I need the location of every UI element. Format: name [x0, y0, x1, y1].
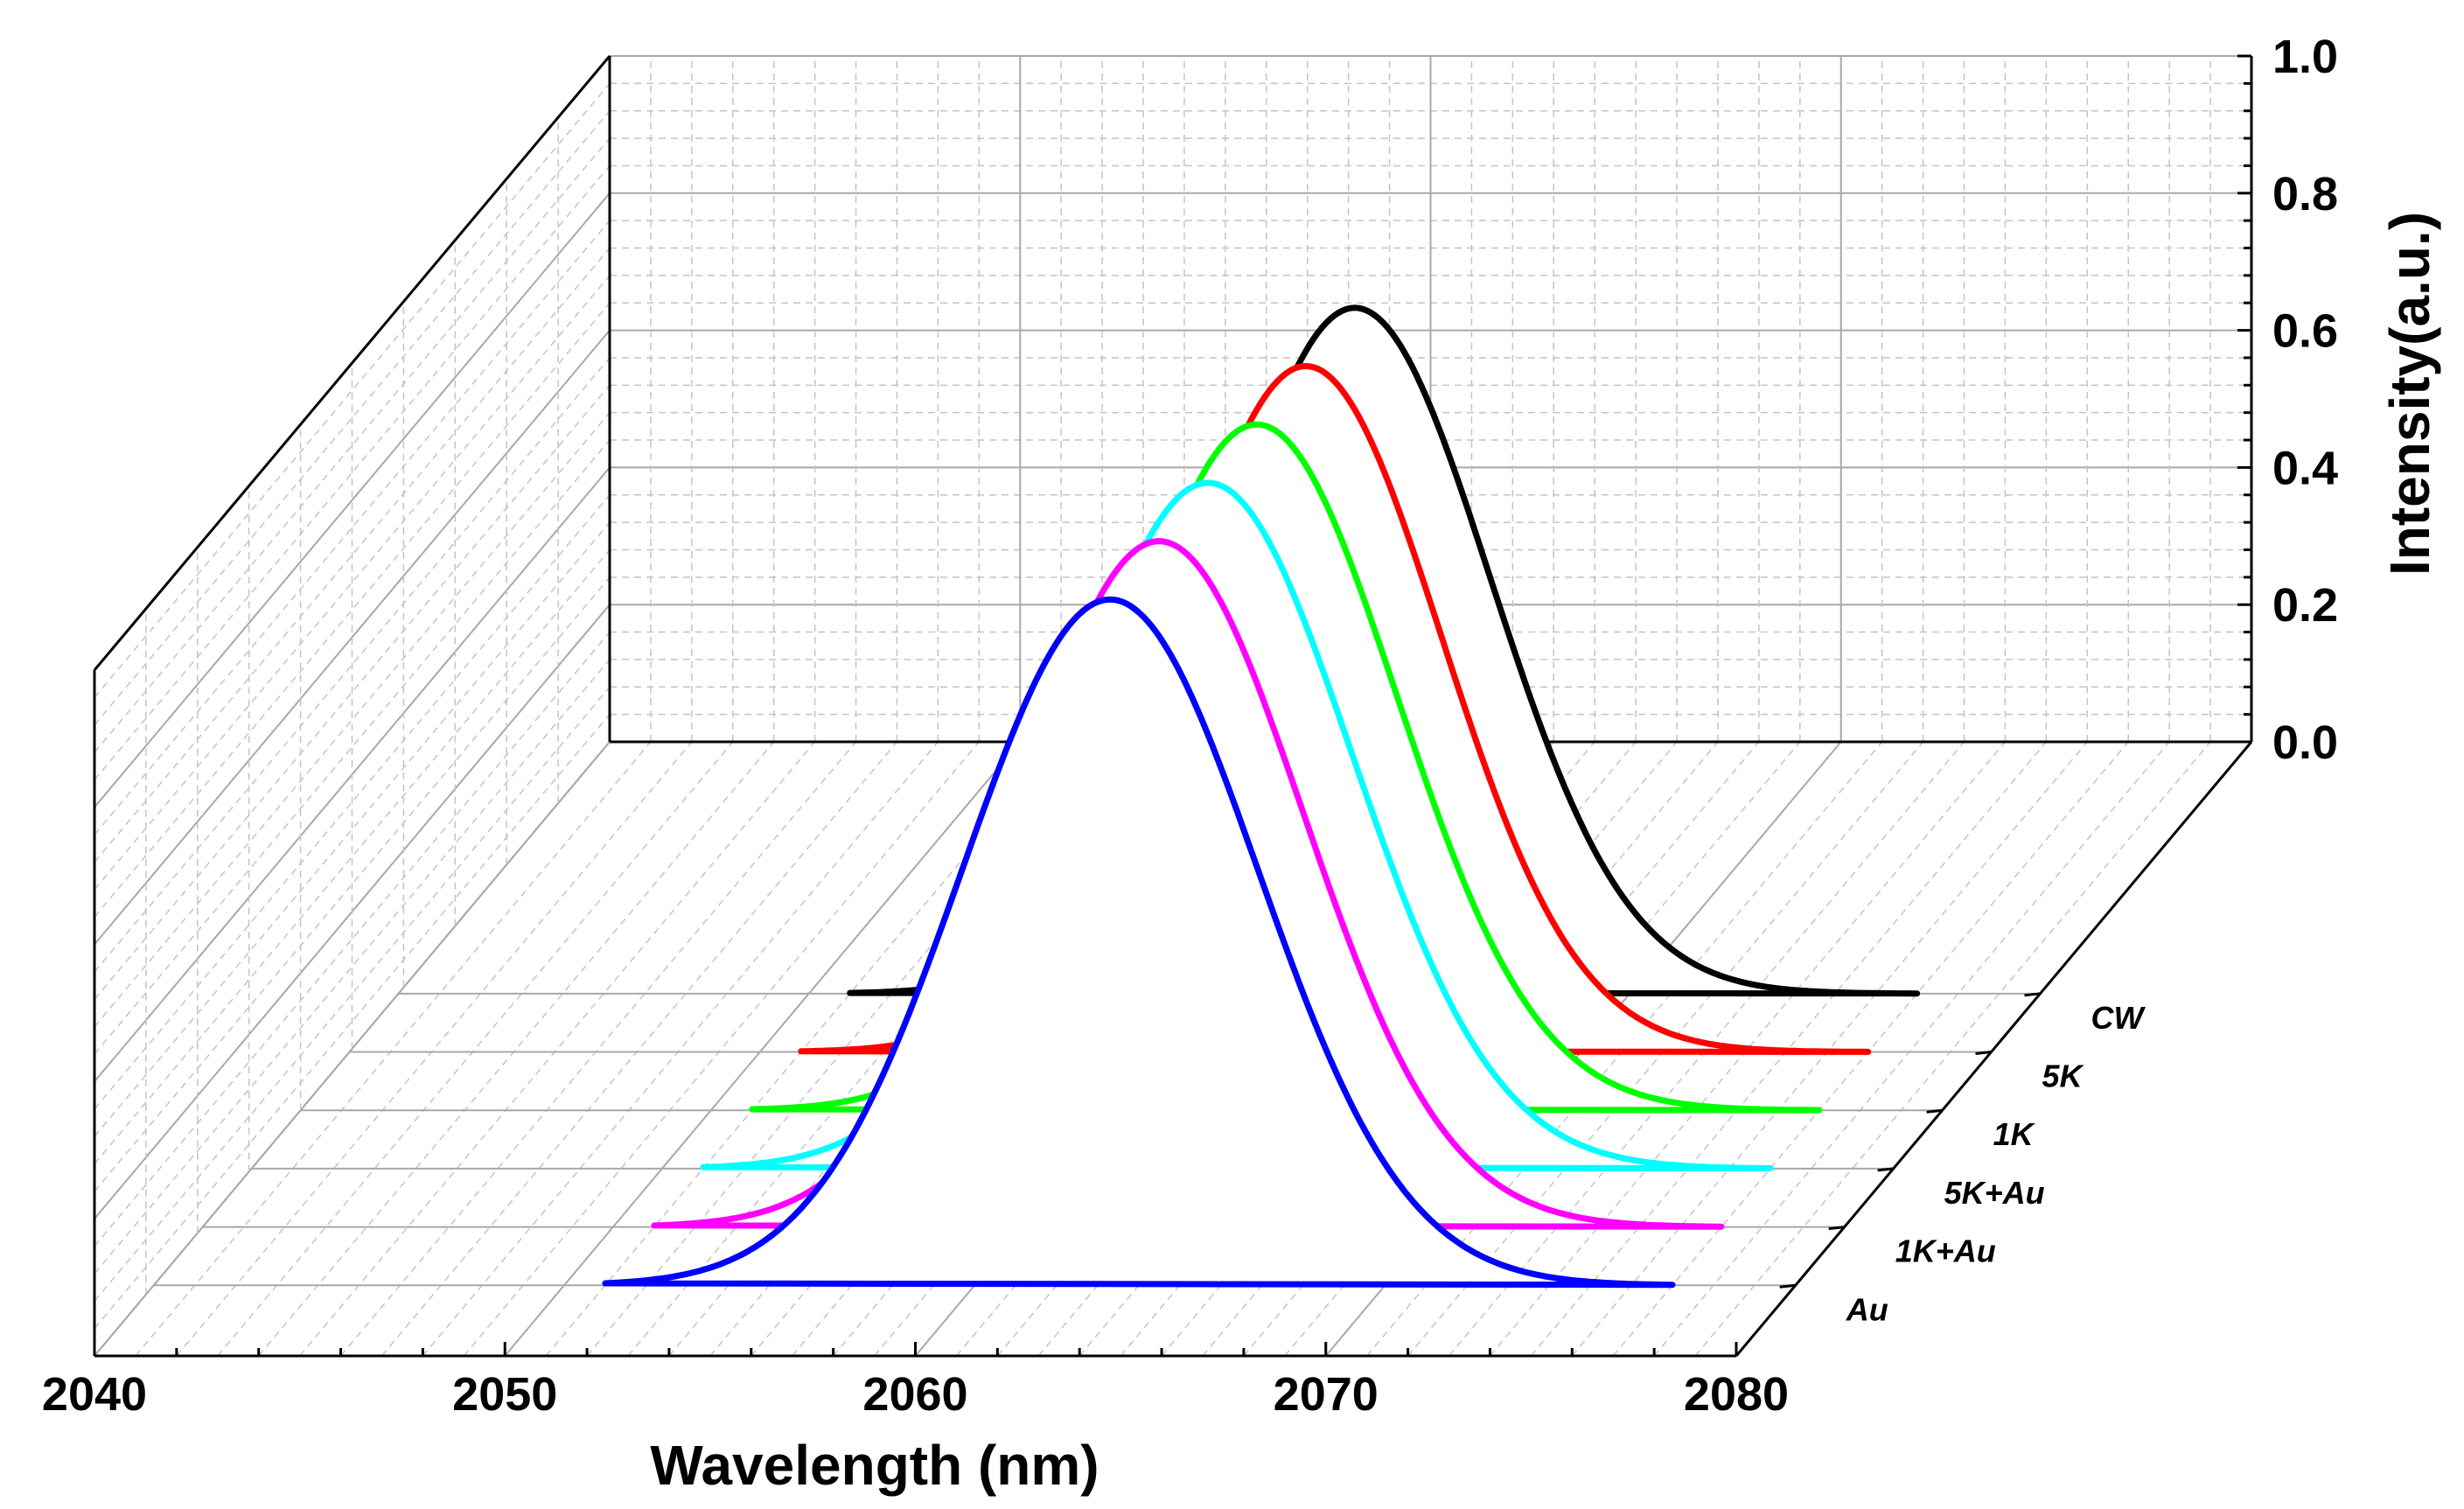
left-wall-grid-line	[94, 686, 611, 1302]
floor-grid-line	[1407, 741, 1924, 1357]
x-axis-title: Wavelength (nm)	[650, 1434, 1099, 1497]
x-tick-label: 2050	[452, 1368, 557, 1421]
x-tick-label: 2060	[862, 1368, 967, 1421]
floor-grid-line	[1448, 741, 1965, 1357]
left-wall-grid-line	[94, 302, 611, 918]
floor-grid-line	[1284, 741, 1801, 1357]
labels-layer: 2040 2050 2060 2070 2080 0.0 0.2 0.4 0.6 0.8 1.0 Au…	[42, 31, 2338, 1421]
series-tick	[1877, 1167, 1894, 1172]
floor-grid-line	[463, 741, 980, 1357]
left-wall-grid-line	[94, 659, 611, 1275]
floor-grid-line	[258, 741, 775, 1357]
left-wall-grid-line	[94, 357, 611, 973]
series-tick	[1779, 1283, 1796, 1289]
series-tick	[1975, 1051, 1992, 1056]
floor-grid-line	[135, 741, 652, 1357]
left-wall-grid-line	[94, 192, 611, 808]
x-tick-label: 2040	[42, 1368, 147, 1421]
z-tick-label: 0.4	[2272, 442, 2338, 494]
left-wall-grid-line	[94, 384, 611, 1000]
series-label: Au	[1846, 1291, 1888, 1327]
series-tick	[1926, 1108, 1943, 1114]
floor-grid-line	[1202, 741, 1719, 1357]
left-wall-grid-line	[94, 439, 611, 1055]
series-label: 5K+Au	[1944, 1175, 2045, 1211]
series-label: CW	[2091, 1000, 2146, 1036]
series-tick	[2024, 992, 2041, 997]
left-wall-grid-line	[94, 521, 611, 1137]
x-tick-label: 2080	[1684, 1368, 1789, 1421]
z-axis-title: Intensity(a.u.)	[2378, 212, 2441, 576]
floor-grid-line	[176, 741, 693, 1357]
z-tick-label: 0.6	[2272, 305, 2338, 358]
floor-grid-line	[1489, 741, 2007, 1357]
left-wall-grid-line	[94, 494, 611, 1110]
axis-frame-line	[93, 55, 611, 671]
floor-grid-line	[299, 741, 816, 1357]
floor-grid-line	[1694, 741, 2211, 1357]
floor-grid-line	[1243, 741, 1760, 1357]
floor-grid-line	[380, 741, 898, 1357]
ticks-layer	[93, 54, 2251, 1356]
floor-grid-line	[339, 741, 857, 1357]
series-label: 5K	[2042, 1058, 2085, 1094]
left-wall-grid-line	[94, 548, 611, 1164]
left-wall-grid-line	[94, 632, 611, 1247]
series-curve-au	[602, 596, 1676, 1289]
left-wall-grid-line	[94, 164, 611, 780]
floor-grid-line	[504, 741, 1022, 1357]
z-tick-label: 0.2	[2272, 579, 2338, 632]
floor-grid-line	[1366, 741, 1883, 1357]
left-wall-grid-line	[94, 220, 611, 835]
series-tick	[1828, 1226, 1845, 1231]
left-wall-grid-line	[94, 82, 611, 698]
left-wall-grid-line	[94, 248, 611, 863]
floor-grid-line	[1571, 741, 2088, 1357]
series-label: 1K+Au	[1895, 1233, 1996, 1269]
curves-layer	[602, 304, 1921, 1289]
left-wall-grid-line	[94, 110, 611, 726]
floor-grid-line	[217, 741, 734, 1357]
floor-grid-line	[1653, 741, 2170, 1357]
axis-frame-line	[1735, 741, 2253, 1357]
floor-grid-line	[422, 741, 939, 1357]
left-wall-grid-line	[94, 137, 611, 753]
floor-grid-line	[1530, 741, 2047, 1357]
z-tick-label: 1.0	[2272, 31, 2338, 83]
floor-grid-line	[1612, 741, 2129, 1357]
x-tick-label: 2070	[1274, 1368, 1379, 1421]
z-tick-label: 0.0	[2272, 716, 2338, 769]
left-wall-grid-line	[94, 576, 611, 1192]
left-wall-grid-line	[94, 412, 611, 1028]
left-wall-grid-line	[94, 329, 611, 946]
z-tick-label: 0.8	[2272, 168, 2338, 220]
left-wall-grid-line	[94, 714, 611, 1330]
left-wall-grid-line	[94, 275, 611, 891]
series-label: 1K	[1993, 1116, 2036, 1152]
